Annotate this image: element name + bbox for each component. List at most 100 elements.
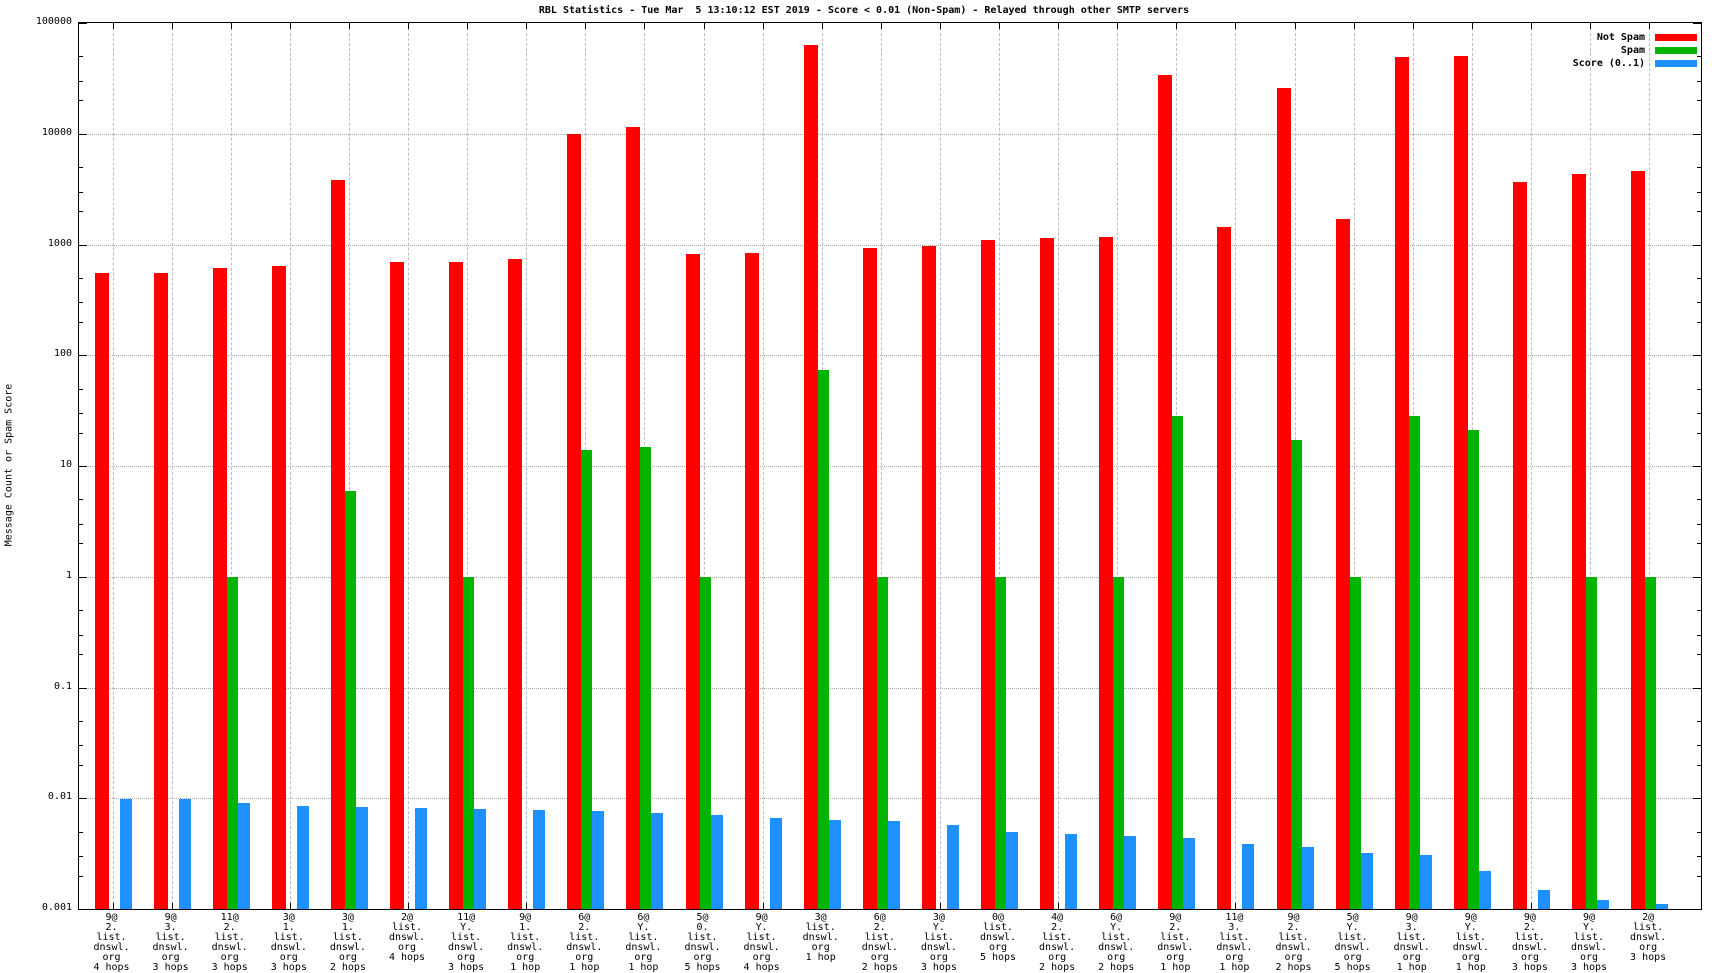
y-axis-tick xyxy=(79,610,83,612)
y-axis-tick xyxy=(79,388,83,390)
y-axis-tick xyxy=(1693,466,1701,467)
bar-spam xyxy=(1172,416,1184,909)
x-category-label: 9@ Y. list. dnswl. org 3 hops xyxy=(1570,912,1608,973)
y-axis-tick xyxy=(1697,764,1701,766)
bar-not-spam xyxy=(1217,226,1232,909)
x-gridline xyxy=(1530,23,1532,909)
y-axis-tick xyxy=(1697,856,1701,858)
bar-score-0-1 xyxy=(1065,833,1078,909)
y-axis-tick xyxy=(79,909,87,910)
legend-row: Spam xyxy=(1573,44,1697,57)
bar-score-0-1 xyxy=(1419,854,1432,909)
x-category-label: 11@ 3. list. dnswl. org 1 hop xyxy=(1216,912,1253,973)
x-gridline xyxy=(1117,23,1119,909)
bar-spam xyxy=(581,449,593,909)
y-axis-tick xyxy=(1697,100,1701,102)
y-axis-tick xyxy=(1697,610,1701,612)
x-gridline xyxy=(171,23,173,909)
y-axis-tick xyxy=(79,654,83,656)
x-axis-tick xyxy=(408,23,409,29)
x-category-label: 9@ 3. list. dnswl. org 1 hop xyxy=(1393,912,1430,973)
y-axis-tick xyxy=(79,543,83,545)
x-gridline xyxy=(467,23,469,909)
x-gridline xyxy=(1649,23,1651,909)
bar-score-0-1 xyxy=(1656,904,1669,909)
y-axis-tick xyxy=(1697,277,1701,279)
bar-score-0-1 xyxy=(592,810,605,909)
x-axis-tick xyxy=(1294,23,1296,29)
x-gridline xyxy=(703,23,705,909)
y-tick-label: 10 xyxy=(59,459,72,470)
bar-not-spam xyxy=(449,261,464,909)
x-gridline xyxy=(1058,23,1060,909)
y-axis-tick xyxy=(1697,191,1701,193)
x-category-label: 5@ 0. list. dnswl. org 5 hops xyxy=(684,912,721,973)
bar-spam xyxy=(1586,576,1597,909)
y-axis-tick xyxy=(1697,745,1701,747)
y-axis-tick xyxy=(79,321,83,323)
x-category-label: 4@ 2. list. dnswl. org 2 hops xyxy=(1039,912,1076,973)
bar-spam xyxy=(876,576,888,909)
bar-not-spam xyxy=(1276,87,1291,909)
bar-score-0-1 xyxy=(296,806,309,909)
legend-label: Spam xyxy=(1620,45,1645,56)
legend-row: Not Spam xyxy=(1573,31,1697,44)
bar-spam xyxy=(640,446,652,909)
x-axis-tick xyxy=(1176,23,1178,29)
y-gridline xyxy=(79,133,1701,135)
y-axis-tick xyxy=(79,875,83,877)
bar-spam xyxy=(1467,430,1479,909)
x-axis-tick xyxy=(585,23,587,29)
x-axis-tick xyxy=(1058,23,1060,29)
x-axis-tick xyxy=(1530,23,1532,29)
bar-score-0-1 xyxy=(1537,889,1550,909)
bar-spam xyxy=(226,576,238,909)
bar-score-0-1 xyxy=(1124,835,1137,909)
y-axis-tick xyxy=(79,355,87,357)
bar-not-spam xyxy=(1099,237,1114,909)
bar-score-0-1 xyxy=(474,808,487,909)
y-axis-tick xyxy=(1697,831,1701,833)
bar-not-spam xyxy=(94,273,109,909)
y-axis-tick xyxy=(1693,687,1701,689)
bar-not-spam xyxy=(508,258,523,909)
x-category-label: 6@ 2. list. dnswl. org 1 hop xyxy=(566,912,603,973)
y-axis-tick xyxy=(1693,576,1701,578)
x-gridline xyxy=(762,23,764,909)
x-axis-tick xyxy=(289,903,291,909)
y-axis-tick xyxy=(79,764,83,766)
x-category-label: 2@ list. dnswl. org 4 hops xyxy=(388,912,426,963)
x-axis-tick xyxy=(467,23,469,29)
bar-not-spam xyxy=(567,133,582,909)
x-axis-tick xyxy=(526,23,528,29)
y-axis-tick xyxy=(79,211,83,213)
y-tick-label: 10000 xyxy=(41,126,72,138)
x-axis-tick xyxy=(762,903,764,909)
y-axis-tick xyxy=(79,23,87,24)
bar-not-spam xyxy=(1631,170,1646,909)
y-axis-tick xyxy=(79,80,83,82)
x-category-label: 3@ list. dnswl. org 1 hop xyxy=(802,912,839,963)
bar-score-0-1 xyxy=(533,810,546,909)
y-axis-tick xyxy=(1693,355,1701,357)
y-axis-tick xyxy=(1697,302,1701,304)
x-gridline xyxy=(1353,23,1355,909)
x-axis-tick xyxy=(1235,903,1237,909)
x-gridline xyxy=(348,23,350,909)
x-category-label: 6@ Y. list. dnswl. org 1 hop xyxy=(625,912,662,973)
x-gridline xyxy=(939,23,941,909)
x-gridline xyxy=(999,23,1000,909)
bar-not-spam xyxy=(330,180,345,909)
bar-not-spam xyxy=(390,262,404,909)
x-category-label: 0@ list. dnswl. org 5 hops xyxy=(979,912,1017,963)
y-gridline xyxy=(79,466,1701,467)
x-axis-tick xyxy=(1530,903,1532,909)
x-axis-tick xyxy=(230,23,232,29)
x-axis-tick xyxy=(171,903,173,909)
x-category-label: 11@ Y. list. dnswl. org 3 hops xyxy=(448,912,485,973)
legend-label: Score (0..1) xyxy=(1572,58,1645,69)
legend-swatch xyxy=(1655,60,1697,67)
x-axis-tick xyxy=(348,23,350,29)
bar-score-0-1 xyxy=(1242,843,1255,909)
bar-spam xyxy=(1349,576,1361,909)
